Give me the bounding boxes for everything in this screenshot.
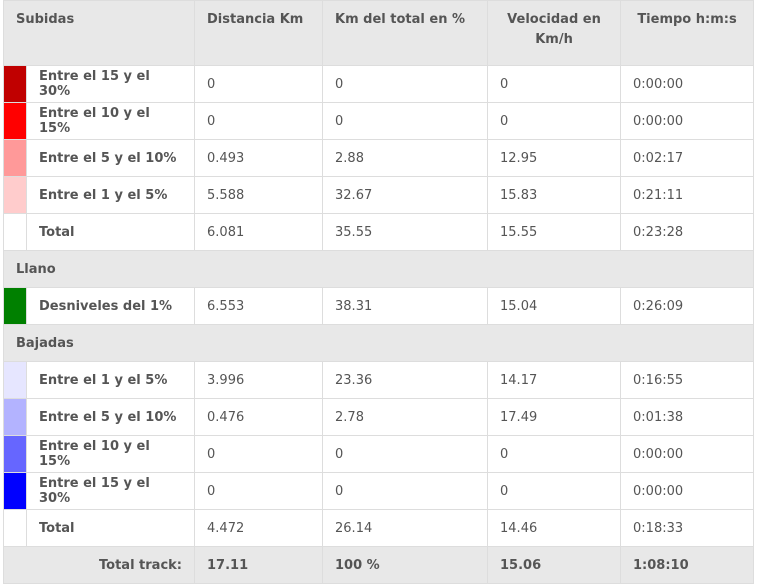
cell: 0 xyxy=(322,65,489,103)
cell: 0.493 xyxy=(194,139,324,177)
data-row: Desniveles del 1% 6.553 38.31 15.04 0:26:09 xyxy=(3,287,755,325)
color-swatch xyxy=(3,287,27,325)
cell: 0 xyxy=(194,435,324,473)
data-row: Entre el 5 y el 10% 0.476 2.78 17.49 0:01:38 xyxy=(3,398,755,436)
cell: 23.36 xyxy=(322,361,489,399)
row-label: Total xyxy=(25,509,196,547)
cell: 0:26:09 xyxy=(620,287,755,325)
column-header: Km del total en % xyxy=(322,0,489,66)
column-header: Tiempo h:m:s xyxy=(620,0,755,66)
color-swatch xyxy=(3,213,27,251)
cell: 2.78 xyxy=(322,398,489,436)
row-label: Desniveles del 1% xyxy=(25,287,196,325)
row-label: Entre el 1 y el 5% xyxy=(25,176,196,214)
cell: 0:01:38 xyxy=(620,398,755,436)
footer-row: Total track: 17.11 100 % 15.06 1:08:10 xyxy=(2,546,755,584)
cell: 0:16:55 xyxy=(620,361,755,399)
cell: 26.14 xyxy=(322,509,489,547)
cell: 6.553 xyxy=(194,287,324,325)
cell: 5.588 xyxy=(194,176,324,214)
row-label: Entre el 15 y el 30% xyxy=(25,65,196,103)
cell: 0 xyxy=(487,102,622,140)
cell: 38.31 xyxy=(322,287,489,325)
cell: 15.04 xyxy=(487,287,622,325)
color-swatch xyxy=(3,509,27,547)
cell: 3.996 xyxy=(194,361,324,399)
color-swatch xyxy=(3,361,27,399)
section-row: Llano xyxy=(2,250,755,288)
cell: 0 xyxy=(194,472,324,510)
cell: 0.476 xyxy=(194,398,324,436)
cell: 0 xyxy=(487,435,622,473)
row-label: Total xyxy=(25,213,196,251)
cell: 0:00:00 xyxy=(620,65,755,103)
footer-cell: 1:08:10 xyxy=(620,546,755,584)
footer-cell: 100 % xyxy=(322,546,489,584)
row-label: Entre el 5 y el 10% xyxy=(25,139,196,177)
color-swatch xyxy=(3,139,27,177)
data-row: Total 6.081 35.55 15.55 0:23:28 xyxy=(3,213,755,251)
cell: 32.67 xyxy=(322,176,489,214)
footer-cell: 17.11 xyxy=(194,546,324,584)
cell: 0:21:11 xyxy=(620,176,755,214)
row-label: Entre el 15 y el 30% xyxy=(25,472,196,510)
cell: 6.081 xyxy=(194,213,324,251)
color-swatch xyxy=(3,102,27,140)
row-label: Entre el 10 y el 15% xyxy=(25,435,196,473)
section-title: Bajadas xyxy=(2,324,755,362)
color-swatch xyxy=(3,435,27,473)
cell: 0 xyxy=(194,102,324,140)
cell: 12.95 xyxy=(487,139,622,177)
color-swatch xyxy=(3,472,27,510)
color-swatch xyxy=(3,176,27,214)
cell: 17.49 xyxy=(487,398,622,436)
cell: 0 xyxy=(322,102,489,140)
cell: 0 xyxy=(322,435,489,473)
cell: 0:00:00 xyxy=(620,102,755,140)
cell: 4.472 xyxy=(194,509,324,547)
cell: 0 xyxy=(487,472,622,510)
section-row: Bajadas xyxy=(2,324,755,362)
cell: 15.83 xyxy=(487,176,622,214)
cell: 35.55 xyxy=(322,213,489,251)
data-row: Entre el 15 y el 30% 0 0 0 0:00:00 xyxy=(3,472,755,510)
data-row: Total 4.472 26.14 14.46 0:18:33 xyxy=(3,509,755,547)
color-swatch xyxy=(3,398,27,436)
cell: 0:00:00 xyxy=(620,435,755,473)
column-header: Subidas xyxy=(2,0,196,66)
section-title: Llano xyxy=(2,250,755,288)
cell: 0 xyxy=(322,472,489,510)
table-body: Entre el 15 y el 30% 0 0 0 0:00:00 Entre el 1… xyxy=(2,65,755,584)
cell: 15.55 xyxy=(487,213,622,251)
cell: 0 xyxy=(487,65,622,103)
cell: 0 xyxy=(194,65,324,103)
footer-label: Total track: xyxy=(2,546,196,584)
color-swatch xyxy=(3,65,27,103)
row-label: Entre el 1 y el 5% xyxy=(25,361,196,399)
data-row: Entre el 10 y el 15% 0 0 0 0:00:00 xyxy=(3,435,755,473)
data-row: Entre el 15 y el 30% 0 0 0 0:00:00 xyxy=(3,65,755,103)
cell: 0:23:28 xyxy=(620,213,755,251)
data-row: Entre el 1 y el 5% 3.996 23.36 14.17 0:16:55 xyxy=(3,361,755,399)
row-label: Entre el 5 y el 10% xyxy=(25,398,196,436)
footer-cell: 15.06 xyxy=(487,546,622,584)
data-row: Entre el 10 y el 15% 0 0 0 0:00:00 xyxy=(3,102,755,140)
cell: 2.88 xyxy=(322,139,489,177)
cell: 14.17 xyxy=(487,361,622,399)
column-header: Velocidad en Km/h xyxy=(487,0,622,66)
data-row: Entre el 5 y el 10% 0.493 2.88 12.95 0:02:17 xyxy=(3,139,755,177)
cell: 0:02:17 xyxy=(620,139,755,177)
row-label: Entre el 10 y el 15% xyxy=(25,102,196,140)
data-row: Entre el 1 y el 5% 5.588 32.67 15.83 0:21:11 xyxy=(3,176,755,214)
header-row: Subidas Distancia Km Km del total en % Velo… xyxy=(2,0,755,66)
cell: 0:18:33 xyxy=(620,509,755,547)
column-header: Distancia Km xyxy=(194,0,324,66)
cell: 0:00:00 xyxy=(620,472,755,510)
cell: 14.46 xyxy=(487,509,622,547)
